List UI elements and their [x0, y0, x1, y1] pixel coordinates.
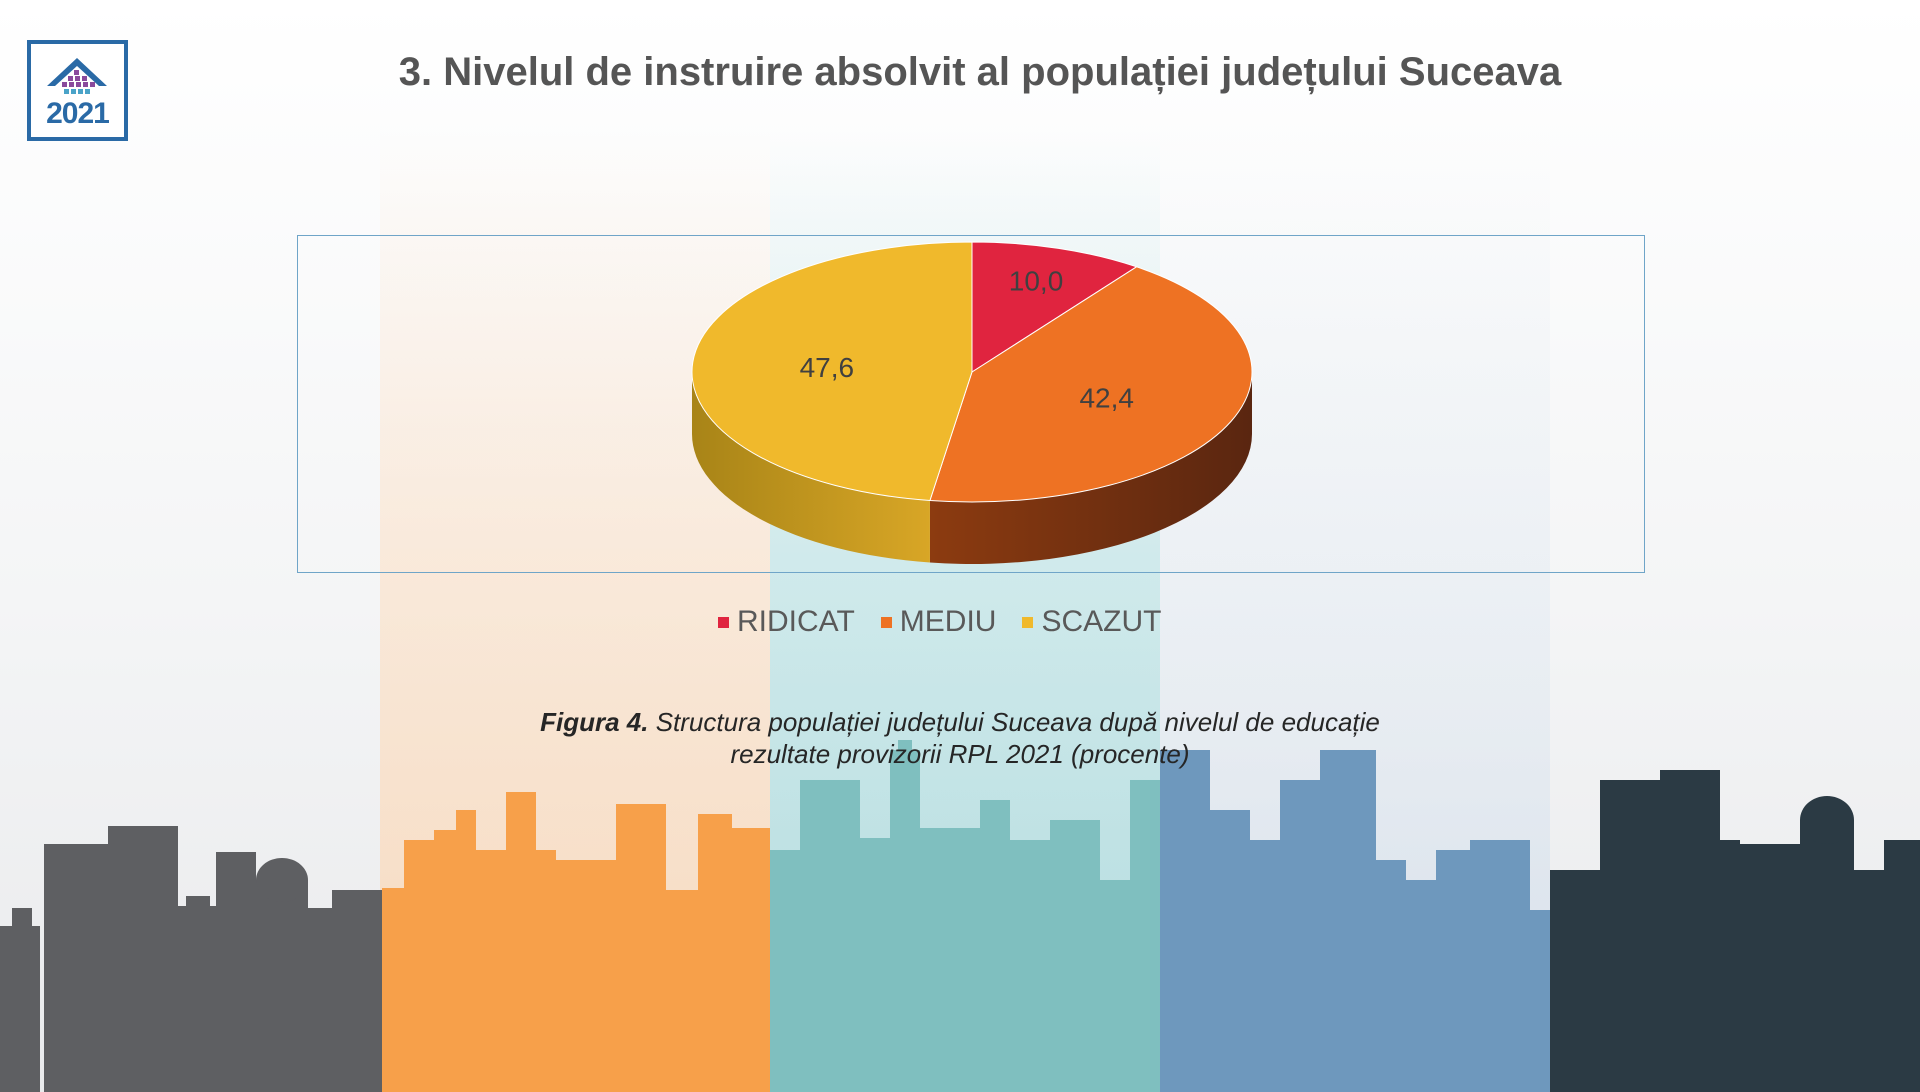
caption-line1: Structura populației județului Suceava d… — [648, 707, 1380, 737]
legend-swatch-mediu — [880, 616, 892, 628]
skyline-orange-group — [382, 792, 770, 1092]
legend-label-ridicat: RIDICAT — [737, 605, 855, 638]
legend-item-mediu: MEDIU — [880, 605, 997, 639]
skyline-dark-group — [1550, 770, 1920, 1092]
figure-caption: Figura 4. Structura populației județului… — [400, 706, 1520, 770]
caption-prefix: Figura 4. — [540, 707, 649, 737]
caption-line2: rezultate provizorii RPL 2021 (procente) — [730, 739, 1190, 769]
legend-swatch-scazut — [1022, 616, 1034, 628]
city-skyline-image — [0, 740, 1920, 1092]
logo-year: 2021 — [46, 97, 110, 130]
legend-swatch-ridicat — [718, 616, 729, 628]
house-logo-icon — [47, 58, 107, 94]
census-logo: 2021 — [27, 40, 128, 141]
chart-frame — [297, 235, 1645, 573]
skyline-blue-group — [1160, 750, 1550, 1092]
legend-item-scazut: SCAZUT — [1022, 605, 1161, 639]
legend-item-ridicat: RIDICAT — [718, 605, 855, 639]
slide-title: 3. Nivelul de instruire absolvit al popu… — [398, 50, 1562, 94]
legend-label-scazut: SCAZUT — [1041, 605, 1162, 638]
skyline-gray-group — [0, 826, 382, 1092]
chart-legend: RIDICAT MEDIU SCAZUT — [718, 605, 1161, 639]
legend-label-mediu: MEDIU — [899, 605, 997, 638]
skyline-teal-group — [770, 740, 1160, 1092]
